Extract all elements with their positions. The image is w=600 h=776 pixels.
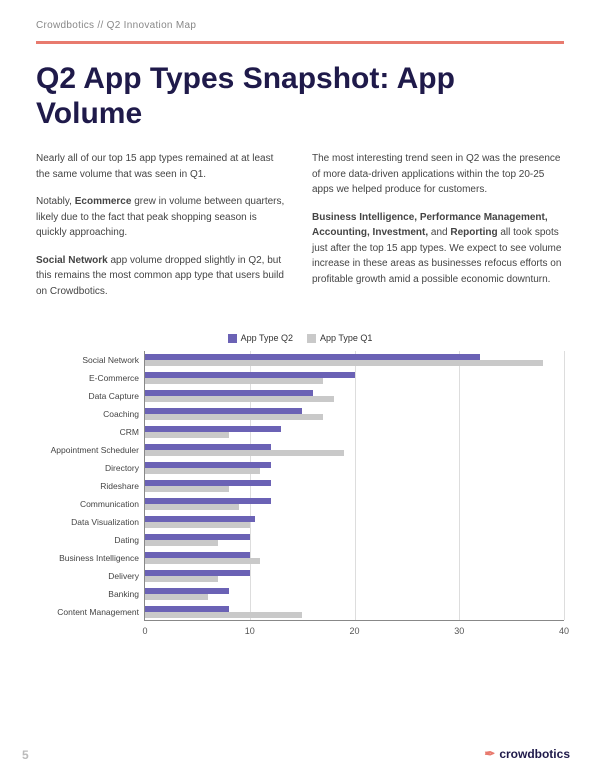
chart-row: Communication (145, 495, 564, 513)
bar-q1 (145, 522, 250, 528)
y-label: Data Visualization (39, 517, 145, 527)
para: Nearly all of our top 15 app types remai… (36, 151, 288, 182)
chart-row: Dating (145, 531, 564, 549)
bar-chart: 010203040Social NetworkE-CommerceData Ca… (36, 351, 564, 643)
chart-row: Banking (145, 585, 564, 603)
legend-swatch (228, 334, 237, 343)
body-columns: Nearly all of our top 15 app types remai… (36, 151, 564, 311)
y-label: Rideshare (39, 481, 145, 491)
chart-row: Directory (145, 459, 564, 477)
x-tick-label: 0 (142, 626, 147, 636)
legend-item: App Type Q1 (307, 333, 372, 343)
legend-item: App Type Q2 (228, 333, 293, 343)
chart-legend: App Type Q2 App Type Q1 (36, 333, 564, 343)
page-title: Q2 App Types Snapshot: App Volume (36, 62, 564, 131)
chart-row: Delivery (145, 567, 564, 585)
y-label: Banking (39, 589, 145, 599)
y-label: Business Intelligence (39, 553, 145, 563)
para: Notably, Ecommerce grew in volume betwee… (36, 194, 288, 241)
accent-rule (36, 41, 564, 44)
feather-icon: ✒ (484, 746, 495, 762)
bar-q1 (145, 468, 260, 474)
para: Business Intelligence, Performance Manag… (312, 210, 564, 288)
brand-logo: ✒ crowdbotics (484, 746, 570, 762)
chart-row: Data Capture (145, 387, 564, 405)
chart-row: Rideshare (145, 477, 564, 495)
chart-row: E-Commerce (145, 369, 564, 387)
bar-q1 (145, 504, 239, 510)
chart-row: Content Management (145, 603, 564, 621)
bar-q1 (145, 360, 543, 366)
chart-row: Coaching (145, 405, 564, 423)
body-col-left: Nearly all of our top 15 app types remai… (36, 151, 288, 311)
chart-row: Social Network (145, 351, 564, 369)
bar-q1 (145, 558, 260, 564)
bar-q1 (145, 486, 229, 492)
bar-q1 (145, 396, 334, 402)
y-label: Dating (39, 535, 145, 545)
chart-row: CRM (145, 423, 564, 441)
chart-plot: 010203040Social NetworkE-CommerceData Ca… (144, 351, 564, 621)
bar-q1 (145, 612, 302, 618)
legend-label: App Type Q1 (320, 333, 372, 343)
bar-q1 (145, 432, 229, 438)
y-label: Delivery (39, 571, 145, 581)
gridline (564, 351, 565, 620)
para: Social Network app volume dropped slight… (36, 253, 288, 300)
y-label: Communication (39, 499, 145, 509)
y-label: E-Commerce (39, 373, 145, 383)
legend-swatch (307, 334, 316, 343)
bar-q1 (145, 414, 323, 420)
x-tick-label: 10 (245, 626, 255, 636)
legend-label: App Type Q2 (241, 333, 293, 343)
bar-q1 (145, 576, 218, 582)
x-tick-label: 30 (454, 626, 464, 636)
x-tick-label: 20 (349, 626, 359, 636)
y-label: Appointment Scheduler (39, 445, 145, 455)
brand-text: crowdbotics (499, 747, 570, 761)
y-label: Content Management (39, 607, 145, 617)
body-col-right: The most interesting trend seen in Q2 wa… (312, 151, 564, 311)
header-label: Crowdbotics // Q2 Innovation Map (36, 20, 564, 31)
para: The most interesting trend seen in Q2 wa… (312, 151, 564, 198)
chart-row: Data Visualization (145, 513, 564, 531)
bar-q1 (145, 450, 344, 456)
y-label: CRM (39, 427, 145, 437)
y-label: Social Network (39, 355, 145, 365)
bar-q1 (145, 594, 208, 600)
chart-row: Business Intelligence (145, 549, 564, 567)
y-label: Directory (39, 463, 145, 473)
y-label: Data Capture (39, 391, 145, 401)
page-number: 5 (22, 748, 29, 762)
bar-q1 (145, 540, 218, 546)
y-label: Coaching (39, 409, 145, 419)
bar-q1 (145, 378, 323, 384)
chart-row: Appointment Scheduler (145, 441, 564, 459)
x-tick-label: 40 (559, 626, 569, 636)
